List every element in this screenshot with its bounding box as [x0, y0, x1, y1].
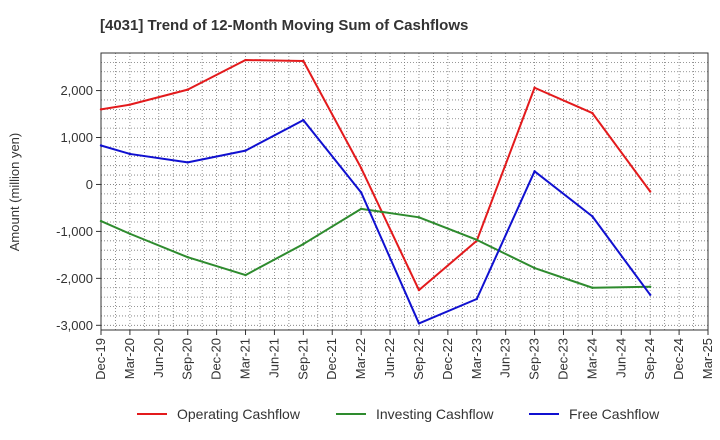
- x-tick-label: Sep-23: [527, 338, 542, 380]
- data-point-free-cashflow: [99, 144, 103, 147]
- y-tick-label: 0: [86, 177, 93, 192]
- x-tick-label: Dec-24: [671, 338, 686, 380]
- data-point-operating-cashflow: [186, 88, 189, 91]
- data-point-investing-cashflow: [648, 285, 652, 289]
- data-point-investing-cashflow: [475, 238, 478, 242]
- y-tick-label: 2,000: [60, 83, 93, 98]
- y-tick-label: 1,000: [60, 130, 93, 145]
- data-point-operating-cashflow: [533, 86, 536, 89]
- x-tick-label: Dec-19: [93, 338, 108, 380]
- grid-lines: [100, 52, 709, 330]
- x-tick-label: Sep-22: [411, 338, 426, 380]
- data-point-free-cashflow: [533, 170, 536, 173]
- y-axis-label: Amount (million yen): [7, 133, 22, 252]
- data-point-free-cashflow: [417, 322, 421, 325]
- data-point-investing-cashflow: [302, 242, 305, 246]
- data-point-free-cashflow: [359, 191, 363, 194]
- data-point-free-cashflow: [128, 152, 132, 156]
- y-tick-label: -1,000: [56, 224, 93, 239]
- data-point-operating-cashflow: [591, 111, 594, 115]
- data-point-free-cashflow: [591, 215, 594, 218]
- x-tick-label: Jun-22: [382, 338, 397, 378]
- data-point-investing-cashflow: [128, 232, 132, 235]
- legend-label-operating-cashflow: Operating Cashflow: [177, 406, 301, 422]
- data-point-free-cashflow: [475, 297, 478, 301]
- x-tick-label: Mar-21: [238, 338, 253, 379]
- data-point-operating-cashflow: [359, 166, 363, 170]
- x-tick-label: Sep-24: [642, 338, 657, 380]
- x-tick-label: Mar-24: [584, 338, 599, 379]
- data-point-investing-cashflow: [99, 219, 103, 223]
- x-tick-label: Jun-24: [613, 338, 628, 378]
- data-point-operating-cashflow: [648, 190, 652, 193]
- legend-label-free-cashflow: Free Cashflow: [569, 406, 660, 422]
- x-tick-label: Mar-22: [353, 338, 368, 379]
- data-point-investing-cashflow: [359, 207, 363, 211]
- y-tick-label: -3,000: [56, 318, 93, 333]
- x-tick-label: Jun-20: [151, 338, 166, 378]
- chart-title: [4031] Trend of 12-Month Moving Sum of C…: [100, 17, 468, 34]
- x-tick-label: Dec-22: [440, 338, 455, 380]
- x-tick-label: Jun-23: [498, 338, 513, 378]
- x-tick-label: Sep-20: [180, 338, 195, 380]
- data-point-investing-cashflow: [417, 216, 421, 219]
- data-point-investing-cashflow: [533, 266, 536, 270]
- x-tick-label: Dec-21: [324, 338, 339, 380]
- data-point-free-cashflow: [186, 161, 189, 164]
- x-tick-label: Mar-23: [469, 338, 484, 379]
- data-point-investing-cashflow: [186, 256, 189, 259]
- x-tick-label: Jun-21: [266, 338, 281, 378]
- data-point-free-cashflow: [302, 118, 305, 122]
- x-tick-label: Dec-23: [555, 338, 570, 380]
- data-point-operating-cashflow: [302, 59, 305, 63]
- data-point-operating-cashflow: [128, 103, 132, 106]
- data-point-operating-cashflow: [99, 108, 103, 111]
- y-tick-label: -2,000: [56, 271, 93, 286]
- data-point-free-cashflow: [244, 149, 247, 152]
- axes: -3,000 -2,000 -1,000 0 1,000 2,000 Dec-19 Mar-2…: [56, 52, 715, 380]
- legend: Operating Cashflow Investing Cashflow Free…: [137, 406, 660, 422]
- plot-frame: [100, 52, 709, 331]
- x-tick-label: Mar-25: [700, 338, 715, 379]
- data-point-operating-cashflow: [417, 288, 421, 292]
- series-lines: [99, 58, 652, 325]
- data-point-investing-cashflow: [244, 273, 247, 277]
- data-point-operating-cashflow: [244, 58, 247, 62]
- data-point-investing-cashflow: [591, 286, 594, 289]
- x-tick-label: Mar-20: [122, 338, 137, 379]
- x-tick-label: Sep-21: [295, 338, 310, 380]
- legend-label-investing-cashflow: Investing Cashflow: [376, 406, 494, 422]
- data-point-free-cashflow: [648, 293, 652, 296]
- x-tick-label: Dec-20: [209, 338, 224, 380]
